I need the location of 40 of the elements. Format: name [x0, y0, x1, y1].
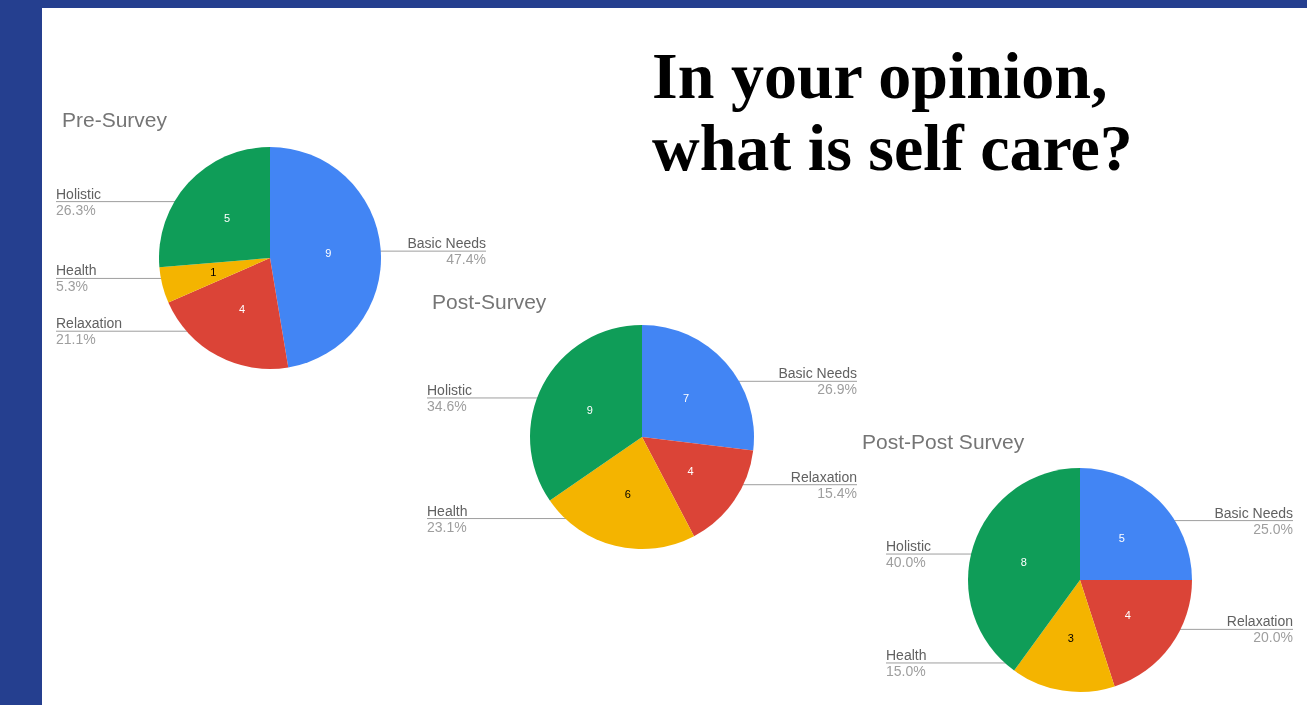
data-label: 1	[210, 266, 217, 279]
slice-label: Relaxation	[1226, 613, 1293, 630]
text: 34.6%	[427, 397, 467, 414]
slice-label: Basic Needs	[1214, 504, 1293, 521]
text: 15.0%	[886, 662, 926, 679]
slice-label: Holistic	[56, 185, 102, 202]
slice-label: Health	[56, 262, 97, 279]
text: In your opinion, what is self care?	[652, 39, 1134, 184]
data-label: 8	[1020, 555, 1027, 568]
text: 21.1%	[56, 331, 96, 348]
data-label: 5	[1118, 532, 1125, 545]
data-label: 3	[1067, 632, 1074, 645]
text: 23.1%	[427, 518, 467, 535]
slice-label: Basic Needs	[407, 235, 486, 252]
text: 25.0%	[1253, 520, 1293, 537]
text: 26.9%	[817, 381, 857, 398]
slice-label: Health	[427, 502, 468, 519]
data-label: 5	[223, 212, 231, 225]
text: 47.4%	[446, 251, 486, 268]
slice-label: Basic Needs	[778, 365, 857, 382]
text: 26.3%	[56, 201, 96, 218]
chart-title: Post-Survey	[432, 290, 547, 313]
data-label: 9	[586, 403, 593, 416]
data-label: 4	[239, 303, 246, 316]
data-label: 6	[624, 488, 631, 501]
slice-label: Relaxation	[56, 315, 123, 332]
data-label: 7	[683, 391, 690, 404]
data-label: 9	[325, 247, 332, 260]
data-label: 4	[1124, 608, 1131, 621]
text: 20.0%	[1253, 629, 1293, 646]
text: 5.3%	[56, 278, 88, 295]
slice-label: Holistic	[427, 381, 473, 398]
text: 40.0%	[886, 554, 926, 571]
data-label: 4	[687, 464, 694, 477]
slice-label: Relaxation	[790, 468, 857, 485]
slice-label: Health	[886, 646, 927, 663]
text: 15.4%	[817, 484, 857, 501]
chart-title: Pre-Survey	[62, 108, 168, 131]
slice-label: Holistic	[886, 538, 932, 555]
chart-title: Post-Post Survey	[862, 430, 1025, 453]
